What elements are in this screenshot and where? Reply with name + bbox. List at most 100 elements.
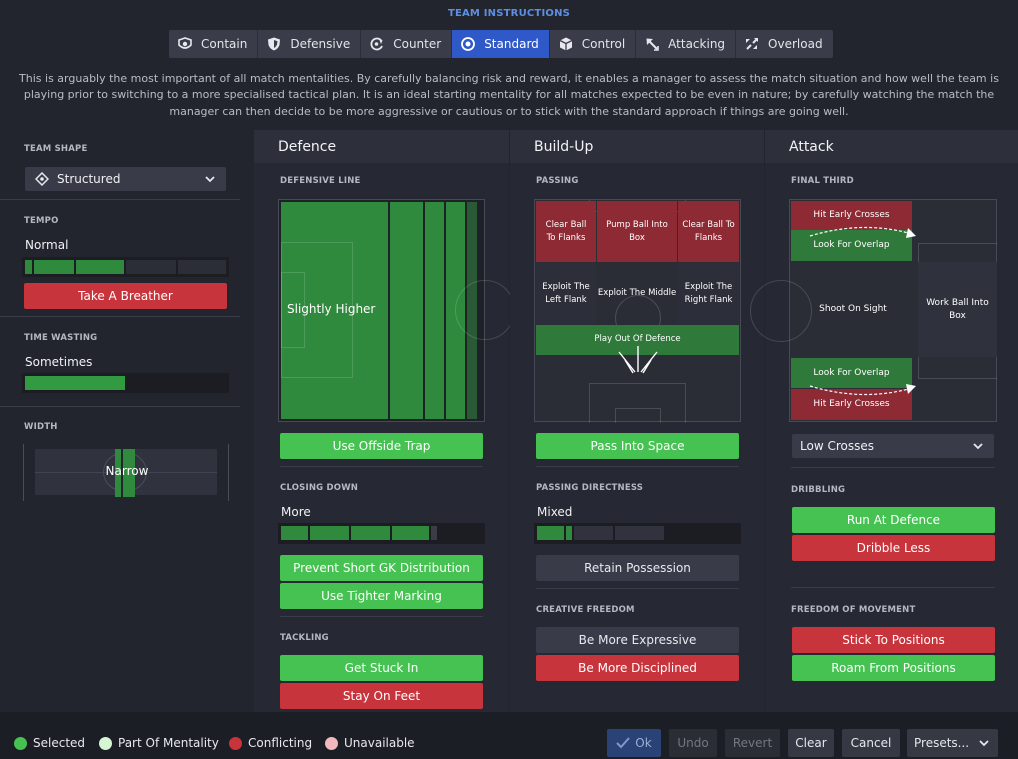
clear-ball-left-cell[interactable]: Clear Ball To Flanks — [536, 201, 596, 262]
stay-on-feet-button[interactable]: Stay On Feet — [280, 683, 483, 709]
slider-segment — [178, 260, 226, 274]
line-zone — [390, 202, 423, 419]
crosses-select-value: Low Crosses — [800, 439, 874, 453]
time-wasting-slider[interactable] — [22, 373, 229, 393]
divider — [791, 467, 995, 468]
buildup-panel: Build-Up PASSING Clear Ball To Flanks Pu… — [510, 130, 764, 712]
divider — [791, 587, 995, 588]
arrow-icon — [646, 38, 659, 51]
presets-button[interactable]: Presets... — [907, 729, 998, 757]
dribbling-label: DRIBBLING — [791, 485, 846, 495]
closing-down-slider[interactable] — [278, 523, 485, 544]
closing-down-label: CLOSING DOWN — [280, 483, 359, 493]
pass-into-space-button[interactable]: Pass Into Space — [536, 433, 739, 459]
run-at-defence-button[interactable]: Run At Defence — [792, 507, 995, 533]
time-wasting-value: Sometimes — [25, 355, 93, 369]
center-circle — [455, 280, 515, 340]
undo-button[interactable]: Undo — [669, 729, 717, 757]
retain-possession-button[interactable]: Retain Possession — [536, 555, 739, 581]
width-indicator-gap — [121, 449, 123, 497]
tighter-marking-button[interactable]: Use Tighter Marking — [280, 583, 483, 609]
creative-freedom-label: CREATIVE FREEDOM — [536, 605, 635, 615]
defensive-line-pitch[interactable]: Slightly Higher — [278, 199, 515, 422]
stick-to-positions-button[interactable]: Stick To Positions — [792, 627, 995, 653]
tab-label: Standard — [484, 37, 539, 51]
legend-label: Conflicting — [248, 736, 313, 750]
clear-ball-right-cell[interactable]: Clear Ball To Flanks — [678, 201, 739, 262]
exploit-middle-cell[interactable]: Exploit The Middle — [597, 288, 677, 299]
red-dot-icon — [229, 736, 242, 750]
cancel-button[interactable]: Cancel — [842, 729, 900, 757]
mentality-tabs: Contain Defensive Counter Standard Contr… — [169, 30, 833, 58]
exploit-right-cell[interactable]: Exploit The Right Flank — [678, 263, 739, 324]
legend-part-of-mentality: Part Of Mentality — [99, 736, 219, 750]
legend-label: Part Of Mentality — [118, 736, 219, 750]
be-more-expressive-button[interactable]: Be More Expressive — [536, 627, 739, 653]
team-shape-label: TEAM SHAPE — [24, 144, 88, 154]
fan-arrows-icon — [618, 346, 658, 374]
pump-ball-cell[interactable]: Pump Ball Into Box — [597, 201, 677, 262]
tab-defensive[interactable]: Defensive — [258, 30, 362, 58]
clear-button[interactable]: Clear — [788, 729, 834, 757]
overlap-arrow-top-icon — [809, 226, 916, 238]
tab-control[interactable]: Control — [550, 30, 637, 58]
tab-label: Contain — [201, 37, 248, 51]
buildup-title: Build-Up — [510, 130, 764, 163]
slider-segment — [281, 526, 308, 540]
time-wasting-label: TIME WASTING — [24, 333, 98, 343]
look-for-overlap-bottom-cell[interactable]: Look For Overlap — [791, 358, 912, 388]
slider-segment — [76, 260, 124, 274]
tab-overload[interactable]: Overload — [736, 30, 833, 58]
shield-icon — [268, 37, 281, 51]
attack-title: Attack — [765, 130, 1018, 163]
legend-label: Selected — [33, 736, 86, 750]
slider-segment — [310, 526, 349, 540]
tab-attacking[interactable]: Attacking — [636, 30, 737, 58]
cube-icon — [559, 37, 573, 51]
tempo-slider[interactable] — [22, 257, 229, 277]
center-circle — [750, 280, 812, 342]
roam-from-positions-button[interactable]: Roam From Positions — [792, 655, 995, 681]
width-label: WIDTH — [24, 422, 58, 432]
legend-label: Unavailable — [344, 736, 415, 750]
green-dot-icon — [14, 736, 27, 750]
chevron-down-icon — [973, 443, 983, 450]
presets-label: Presets... — [914, 736, 970, 750]
ok-button[interactable]: Ok — [607, 729, 661, 757]
tab-label: Overload — [768, 37, 823, 51]
contain-icon — [178, 37, 192, 49]
line-zone — [425, 202, 444, 419]
slider-segment — [574, 526, 613, 540]
check-icon — [616, 737, 631, 749]
tab-counter[interactable]: Counter — [361, 30, 453, 58]
light-green-dot-icon — [99, 736, 112, 750]
team-shape-value: Structured — [57, 172, 121, 186]
take-a-breather-button[interactable]: Take A Breather — [24, 283, 227, 309]
tackling-label: TACKLING — [280, 633, 329, 643]
goal-box — [281, 272, 305, 348]
use-offside-trap-button[interactable]: Use Offside Trap — [280, 433, 483, 459]
work-ball-into-box-cell[interactable]: Work Ball Into Box — [918, 262, 997, 357]
left-panel: TEAM SHAPE Structured TEMPO Normal Take … — [0, 130, 253, 712]
passing-directness-slider[interactable] — [534, 523, 741, 544]
tab-contain[interactable]: Contain — [169, 30, 259, 58]
team-shape-select[interactable]: Structured — [25, 167, 226, 191]
be-more-disciplined-button[interactable]: Be More Disciplined — [536, 655, 739, 681]
standard-icon — [461, 37, 476, 51]
penalty-box — [281, 242, 353, 378]
revert-button[interactable]: Revert — [725, 729, 780, 757]
defensive-line-label: DEFENSIVE LINE — [280, 176, 361, 186]
exploit-left-cell[interactable]: Exploit The Left Flank — [536, 263, 596, 324]
hit-early-crosses-top-cell[interactable]: Hit Early Crosses — [791, 201, 912, 230]
crosses-select[interactable]: Low Crosses — [792, 434, 994, 458]
tab-standard[interactable]: Standard — [452, 30, 550, 58]
get-stuck-in-button[interactable]: Get Stuck In — [280, 655, 483, 681]
tempo-label: TEMPO — [24, 216, 59, 226]
width-pitch[interactable]: Narrow — [23, 444, 229, 501]
shoot-on-sight-cell[interactable]: Shoot On Sight — [819, 304, 887, 315]
slider-segment — [351, 526, 390, 540]
dribble-less-button[interactable]: Dribble Less — [792, 535, 995, 561]
prevent-short-gk-button[interactable]: Prevent Short GK Distribution — [280, 555, 483, 581]
divider — [0, 199, 240, 200]
final-third-pitch: Hit Early Crosses Look For Overlap Shoot… — [750, 199, 997, 422]
